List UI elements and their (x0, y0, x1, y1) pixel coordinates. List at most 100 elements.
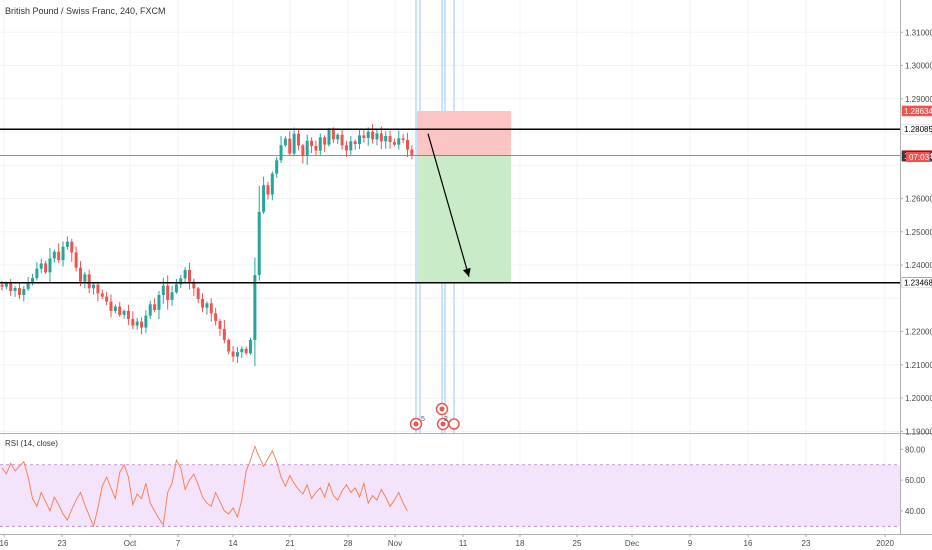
candlestick-series (0, 124, 414, 367)
time-axis[interactable]: 16 23 Oct 7 14 21 28 Nov 11 18 25 Dec 9 16 23 2020 (0, 534, 894, 548)
candle-body (296, 133, 300, 146)
countdown-background (906, 152, 930, 162)
event-icon[interactable] (448, 418, 460, 430)
candle-body (397, 138, 401, 145)
price-label-value: 1.28085 (904, 125, 932, 134)
candle-body (4, 283, 8, 287)
time-axis-tick-label: 16 (0, 539, 9, 548)
candle-body (392, 142, 396, 145)
candle-body (314, 145, 318, 151)
candle-body (48, 258, 52, 273)
candle-body (227, 339, 231, 352)
candle-body (52, 251, 56, 259)
candle-body (209, 303, 213, 314)
candle-body (61, 246, 65, 261)
price-axis-tick-label: 1.25000 (905, 228, 932, 237)
event-markers[interactable]: 5 2 (409, 402, 460, 431)
price-axis-tick-label: 1.29000 (905, 95, 932, 104)
candle-body (288, 138, 292, 154)
price-label-box (901, 123, 932, 135)
time-axis-tick-label: 18 (516, 539, 525, 548)
candle-body (131, 318, 135, 326)
time-axis-tick-label: 23 (802, 539, 811, 548)
candle-body (205, 303, 209, 308)
price-axis-tick-label: 1.21000 (905, 361, 932, 370)
rsi-axis-tick-label: 80.00 (905, 445, 926, 454)
time-axis-tick-label: 21 (286, 539, 295, 548)
candle-body (140, 321, 144, 328)
event-count-badge: 2 (444, 416, 448, 423)
candle-body (113, 306, 117, 311)
candle-body (240, 348, 244, 353)
candle-body (201, 298, 205, 308)
candle-body (358, 135, 362, 145)
candle-body (388, 136, 392, 143)
candle-body (410, 149, 414, 156)
candle-body (279, 145, 283, 161)
event-count-badge: 5 (421, 416, 425, 423)
candle-body (100, 293, 104, 297)
rsi-line (1, 444, 408, 528)
candle-body (214, 313, 218, 321)
candle-body (249, 339, 253, 354)
candle-body (9, 283, 13, 291)
candle-body (305, 140, 309, 156)
candle-body (22, 288, 26, 295)
price-axis-tick-label: 1.20000 (905, 394, 932, 403)
time-axis-tick-label: 2020 (876, 539, 894, 548)
time-axis-tick-label: 9 (688, 539, 693, 548)
candle-body (179, 278, 183, 285)
trend-arrow[interactable] (427, 133, 470, 277)
price-label-box (901, 277, 932, 288)
candle-body (87, 274, 91, 289)
time-axis-tick-label: 11 (459, 539, 468, 548)
candle-body (349, 141, 353, 151)
candle-body (318, 137, 322, 151)
candle-body (375, 133, 379, 140)
candle-body (275, 160, 279, 174)
candle-body (384, 136, 388, 142)
candle-body (183, 270, 187, 279)
candle-body (301, 145, 305, 156)
candle-body (157, 294, 161, 310)
price-axis-tick-label: 1.24000 (905, 261, 932, 270)
position-target-zone[interactable] (417, 155, 511, 283)
time-axis-tick-label: 14 (229, 539, 238, 548)
candle-body (196, 288, 200, 299)
candle-body (336, 134, 340, 140)
candle-body (44, 263, 48, 273)
time-axis-tick-label: 23 (58, 539, 67, 548)
candle-body (78, 267, 82, 282)
price-label-box (901, 105, 932, 117)
candle-body (323, 137, 327, 145)
event-marker-a[interactable]: 5 (409, 416, 426, 431)
candle-body (253, 275, 257, 340)
candle-body (39, 263, 43, 269)
candle-body (192, 281, 196, 289)
candle-body (148, 304, 152, 316)
position-stop-zone[interactable] (417, 110, 511, 156)
price-axis[interactable]: 1.31000 1.30000 1.29000 1.26000 1.25000 1.240… (900, 28, 932, 436)
symbol-title[interactable]: British Pound / Swiss Franc, 240, FXCM (5, 6, 166, 16)
time-axis-tick-label: Nov (388, 539, 402, 548)
horizontal-levels[interactable] (0, 128, 900, 284)
candle-body (187, 270, 191, 282)
rsi-axis-tick-label: 60.00 (905, 476, 926, 485)
candle-body (144, 315, 148, 328)
candle-body (31, 278, 35, 283)
candle-body (13, 288, 17, 291)
event-dot-icon (413, 421, 419, 427)
event-marker-b[interactable]: 2 (435, 402, 460, 431)
rsi-axis-tick-label: 40.00 (905, 507, 926, 516)
time-axis-tick-label: Oct (124, 539, 137, 548)
candle-body (292, 133, 296, 154)
candle-body (126, 310, 130, 319)
event-dot-icon (439, 406, 445, 412)
candle-body (344, 145, 348, 151)
candle-body (257, 211, 261, 276)
candle-body (35, 268, 39, 279)
price-axis-tick-label: 1.30000 (905, 62, 932, 71)
candle-body (122, 310, 126, 315)
rsi-indicator-label[interactable]: RSI (14, close) (5, 439, 58, 448)
